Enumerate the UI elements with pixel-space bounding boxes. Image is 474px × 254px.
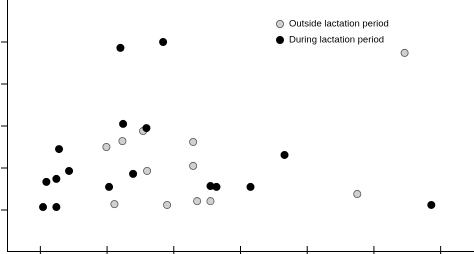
- point: [206, 197, 215, 206]
- point: [110, 200, 119, 209]
- point: [116, 43, 125, 52]
- point: [212, 182, 221, 191]
- point: [119, 119, 128, 128]
- point: [163, 200, 172, 209]
- point: [427, 200, 436, 209]
- point: [52, 203, 61, 212]
- point: [102, 142, 111, 151]
- legend-marker: [275, 36, 284, 45]
- point: [246, 182, 255, 191]
- point: [65, 166, 74, 175]
- point: [142, 124, 151, 133]
- point: [159, 38, 168, 47]
- point: [55, 145, 64, 154]
- point: [189, 161, 198, 170]
- point: [129, 169, 138, 178]
- point: [42, 177, 51, 186]
- point: [400, 48, 409, 57]
- point: [118, 137, 127, 146]
- point: [353, 190, 362, 199]
- point: [143, 166, 152, 175]
- point: [280, 150, 289, 159]
- point: [193, 197, 202, 206]
- legend-marker: [275, 19, 284, 28]
- point: [39, 203, 48, 212]
- point: [52, 174, 61, 183]
- legend-label: During lactation period: [289, 35, 384, 46]
- legend-label: Outside lactation period: [289, 19, 389, 30]
- point: [189, 137, 198, 146]
- point: [105, 182, 114, 191]
